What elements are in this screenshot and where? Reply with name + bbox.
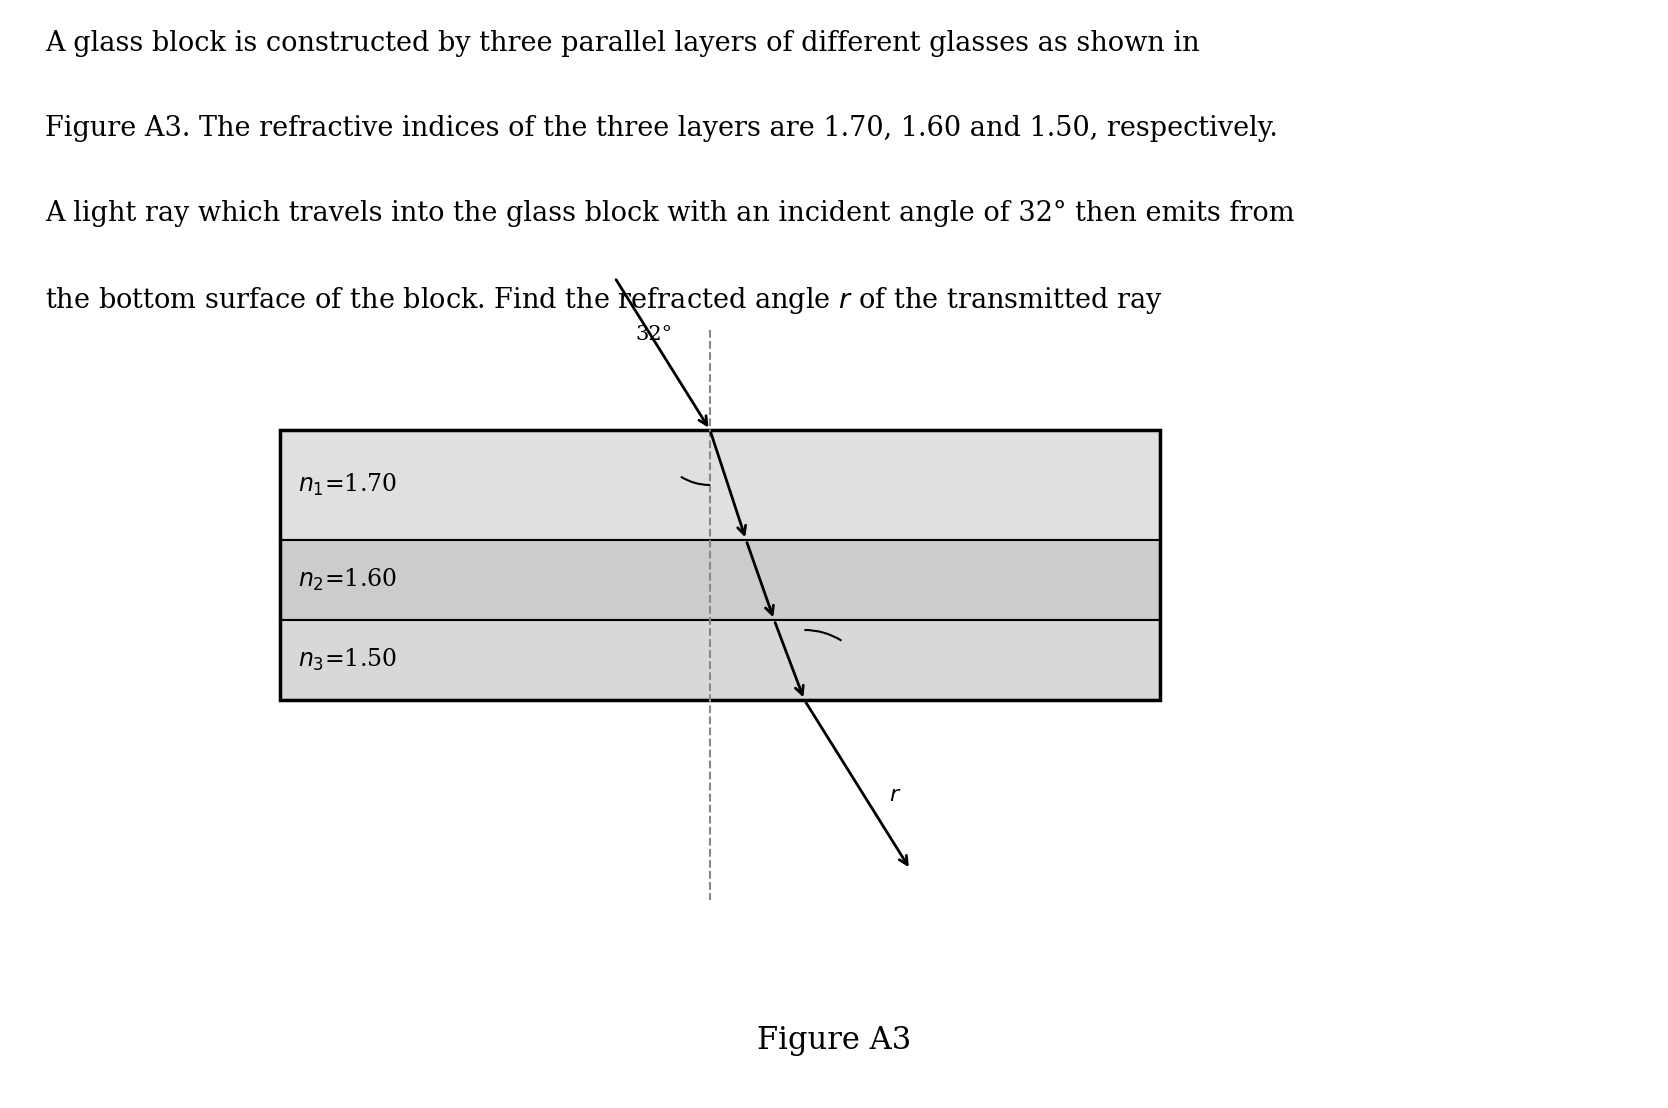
- Text: $n_1$=1.70: $n_1$=1.70: [299, 472, 397, 499]
- Text: $n_2$=1.60: $n_2$=1.60: [299, 567, 397, 593]
- Bar: [280, 540, 1159, 620]
- Text: Figure A3. The refractive indices of the three layers are 1.70, 1.60 and 1.50, r: Figure A3. The refractive indices of the…: [45, 115, 1278, 142]
- Bar: [280, 620, 1159, 700]
- Text: $n_3$=1.50: $n_3$=1.50: [299, 647, 397, 673]
- Text: A glass block is constructed by three parallel layers of different glasses as sh: A glass block is constructed by three pa…: [45, 30, 1199, 57]
- Bar: [280, 430, 1159, 540]
- Bar: [280, 430, 1159, 700]
- Text: A light ray which travels into the glass block with an incident angle of 32° the: A light ray which travels into the glass…: [45, 201, 1294, 227]
- Text: $r$: $r$: [889, 784, 902, 806]
- Text: Figure A3: Figure A3: [757, 1025, 911, 1056]
- Text: the bottom surface of the block. Find the refracted angle $r$ of the transmitted: the bottom surface of the block. Find th…: [45, 285, 1163, 316]
- Text: 32°: 32°: [636, 326, 672, 345]
